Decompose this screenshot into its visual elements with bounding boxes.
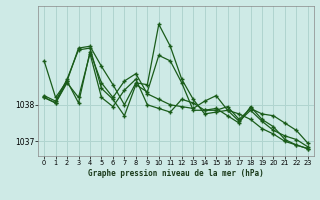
X-axis label: Graphe pression niveau de la mer (hPa): Graphe pression niveau de la mer (hPa) [88,169,264,178]
